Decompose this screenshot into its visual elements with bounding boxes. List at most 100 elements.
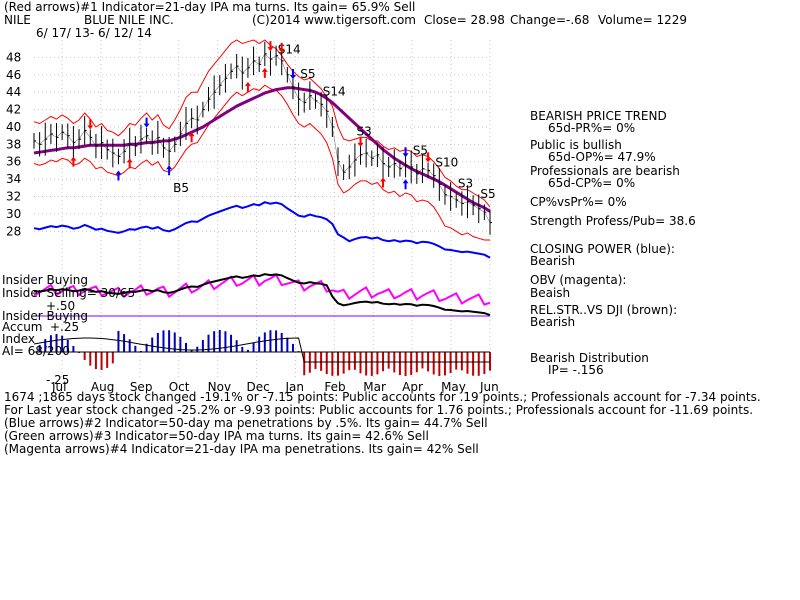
ai-label: AI= 68/200 bbox=[2, 344, 70, 358]
price-trend: BEARISH PRICE TREND bbox=[530, 109, 667, 123]
month-label: Feb bbox=[324, 380, 345, 394]
public-status: Public is bullish bbox=[530, 138, 622, 152]
month-label: Apr bbox=[402, 380, 423, 394]
sell-signal-label: S14 bbox=[323, 84, 346, 98]
insider-buying-label: Insider Buying bbox=[2, 273, 88, 287]
stats-line-4: (Green arrows)#3 Indicator=50-day IPA ma… bbox=[4, 429, 429, 443]
closing-power-line bbox=[33, 201, 491, 259]
obv-label: OBV (magenta): bbox=[530, 273, 627, 287]
distribution-label: Bearish Distribution bbox=[530, 351, 649, 365]
stats-line-2: For Last year stock changed -25.2% or -9… bbox=[4, 403, 754, 417]
accum-ma-line bbox=[33, 337, 490, 363]
insider-buying-label-2: Insider Buying bbox=[2, 309, 88, 323]
date-range: 6/ 17/ 13- 6/ 12/ 14 bbox=[36, 26, 152, 40]
relstr-label: REL.STR..VS DJI (brown): bbox=[530, 303, 678, 317]
month-label: Aug bbox=[91, 380, 114, 394]
red-buy-arrow bbox=[244, 81, 251, 92]
closing-power-label: CLOSING POWER (blue): bbox=[530, 242, 675, 256]
red-buy-arrow bbox=[380, 177, 387, 188]
red-buy-arrow bbox=[126, 158, 133, 169]
y-tick-label: 34 bbox=[6, 172, 21, 186]
volume-value: Volume= 1229 bbox=[598, 13, 688, 27]
month-label: May bbox=[441, 380, 466, 394]
stats-line-1: 1674 ;1865 days stock changed -19.1% or … bbox=[4, 390, 761, 404]
accum-index-panel bbox=[33, 330, 491, 376]
buy-signal-label: B5 bbox=[173, 181, 189, 195]
price-close-line bbox=[33, 53, 491, 223]
copyright: (C)2014 www.tigersoft.com bbox=[252, 13, 416, 27]
cp-value: 65d-CP%= 0% bbox=[548, 176, 636, 190]
accum-level: +.25 bbox=[50, 320, 80, 334]
company-name: BLUE NILE INC. bbox=[84, 13, 174, 27]
red-buy-arrow bbox=[70, 156, 77, 167]
sell-signal-label: S5 bbox=[480, 187, 495, 201]
month-axis: Jul Aug Sep Oct Nov Dec Jan Feb Mar Apr May Jun bbox=[51, 380, 499, 394]
pros-status: Professionals are bearish bbox=[530, 164, 680, 178]
sell-signal-label: S5 bbox=[413, 144, 428, 158]
indicator-panels bbox=[33, 201, 491, 317]
month-label: Mar bbox=[363, 380, 386, 394]
indicator-line-red: (Red arrows)#1 Indicator=21-day IPA ma t… bbox=[4, 0, 416, 14]
red-sell-arrow bbox=[87, 119, 94, 130]
obv-value: Beaish bbox=[530, 286, 571, 300]
month-label: Jun bbox=[479, 380, 499, 394]
blue-sell-arrow bbox=[402, 147, 409, 158]
y-axis-ticks: 28 30 32 34 36 38 40 42 44 46 48 bbox=[6, 50, 21, 238]
sell-signal-label: S5 bbox=[300, 67, 315, 81]
sell-signal-label: S10 bbox=[435, 156, 458, 170]
relstr-line bbox=[33, 273, 491, 317]
index-label: Index bbox=[2, 332, 36, 346]
stats-line-5: (Magenta arrows)#4 Indicator=21-day IPA … bbox=[4, 442, 479, 456]
red-sell-arrow bbox=[425, 152, 432, 163]
lower-band-line bbox=[33, 84, 490, 241]
month-label: Nov bbox=[208, 380, 231, 394]
minus25-label: -.25 bbox=[46, 373, 70, 387]
change-value: Change=-.68 bbox=[510, 13, 590, 27]
red-sell-arrow bbox=[357, 136, 364, 147]
blue-buy-arrow bbox=[115, 170, 122, 181]
blue-sell-arrow bbox=[143, 117, 150, 128]
red-buy-arrow bbox=[261, 67, 268, 78]
month-label: Oct bbox=[169, 380, 190, 394]
blue-buy-arrow bbox=[402, 179, 409, 190]
month-label: Sep bbox=[130, 380, 153, 394]
month-label: Jan bbox=[284, 380, 304, 394]
y-tick-label: 36 bbox=[6, 155, 21, 169]
blue-sell-arrow bbox=[289, 68, 296, 79]
red-buy-arrow bbox=[188, 132, 195, 143]
strength-value: Strength Profess/Pub= 38.6 bbox=[530, 214, 696, 228]
y-tick-label: 38 bbox=[6, 137, 21, 151]
plus50-label: +.50 bbox=[46, 299, 76, 313]
pr-value: 65d-PR%= 0% bbox=[548, 121, 636, 135]
close-value: Close= 28.98 bbox=[424, 13, 505, 27]
y-tick-label: 30 bbox=[6, 207, 21, 221]
month-label: Jul bbox=[51, 380, 66, 394]
grid-layer bbox=[34, 40, 491, 380]
cpvspr-value: CP%vsPr%= 0% bbox=[530, 195, 627, 209]
sell-signal-label: S14 bbox=[278, 43, 301, 57]
sell-signal-label: S3 bbox=[458, 177, 473, 191]
y-tick-label: 28 bbox=[6, 224, 21, 238]
op-value: 65d-OP%= 47.9% bbox=[548, 150, 656, 164]
y-tick-label: 42 bbox=[6, 103, 21, 117]
red-sell-arrow bbox=[278, 42, 285, 53]
blue-buy-arrow bbox=[166, 165, 173, 176]
y-tick-label: 44 bbox=[6, 85, 21, 99]
y-tick-label: 32 bbox=[6, 190, 21, 204]
relstr-value: Bearish bbox=[530, 315, 576, 329]
y-tick-label: 40 bbox=[6, 120, 21, 134]
red-sell-arrow bbox=[267, 41, 274, 52]
sell-signal-label: S3 bbox=[357, 124, 372, 138]
y-tick-label: 46 bbox=[6, 68, 21, 82]
upper-band-line bbox=[33, 39, 491, 208]
ip-value: IP= -.156 bbox=[548, 363, 604, 377]
accum-label: Accum bbox=[2, 320, 43, 334]
insider-selling-label: Insider Selling= 30/65 bbox=[2, 286, 136, 300]
y-tick-label: 48 bbox=[6, 50, 21, 64]
stats-line-3: (Blue arrows)#2 Indicator=50-day ma pene… bbox=[4, 416, 488, 430]
ticker: NILE bbox=[4, 13, 31, 27]
closing-power-value: Bearish bbox=[530, 254, 576, 268]
month-label: Dec bbox=[247, 380, 270, 394]
